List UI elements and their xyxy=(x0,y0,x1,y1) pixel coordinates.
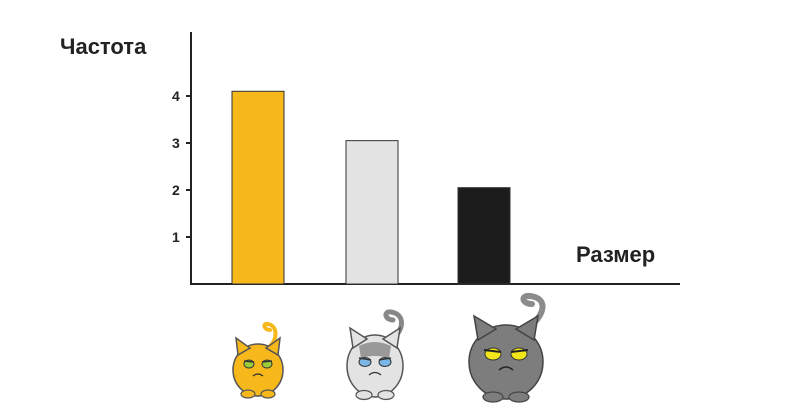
y-tick-label: 3 xyxy=(172,135,180,151)
bar-small-orange-cat xyxy=(231,90,285,285)
white-cat-icon xyxy=(346,309,404,401)
orange-cat-icon xyxy=(232,321,284,399)
bars xyxy=(231,90,511,285)
y-ticks: 1 2 3 4 xyxy=(172,88,191,245)
bar-medium-white-cat xyxy=(345,140,399,285)
x-axis-title: Размер xyxy=(576,242,655,267)
y-tick-label: 4 xyxy=(172,88,180,104)
gray-cat-icon xyxy=(468,292,546,403)
y-tick-label: 2 xyxy=(172,182,180,198)
y-tick-label: 1 xyxy=(172,229,180,245)
bar-large-gray-cat xyxy=(457,187,511,285)
y-axis-title: Частота xyxy=(60,34,147,59)
